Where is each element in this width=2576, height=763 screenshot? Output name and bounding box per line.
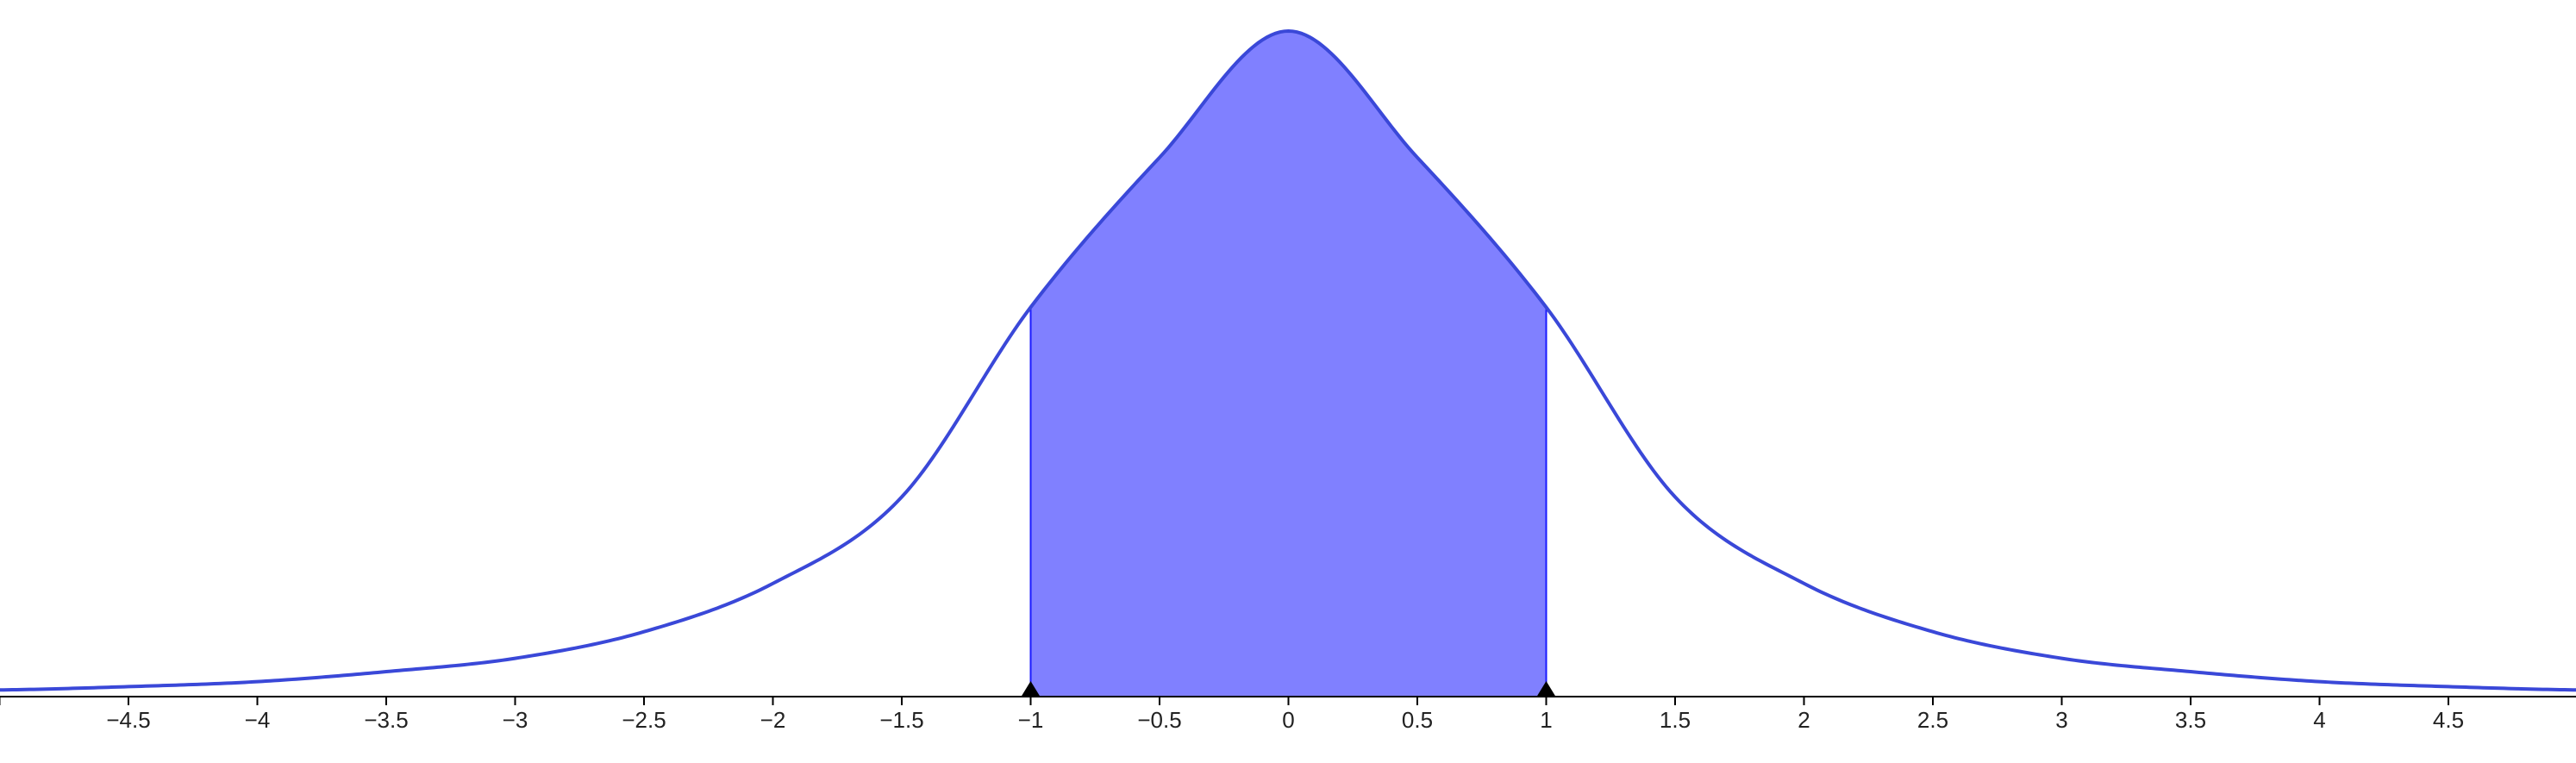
x-tick-label: 0.5 bbox=[1402, 707, 1433, 733]
x-tick-label: −3 bbox=[503, 707, 528, 733]
x-tick-label: 0 bbox=[1282, 707, 1294, 733]
density-curve bbox=[0, 28, 2576, 692]
shaded-region bbox=[1029, 29, 1547, 697]
x-tick-label: 3.5 bbox=[2175, 707, 2206, 733]
x-tick-label: 4.5 bbox=[2433, 707, 2464, 733]
x-tick-label: −1.5 bbox=[879, 707, 923, 733]
x-tick-label: 1.5 bbox=[1660, 707, 1691, 733]
x-tick-label: 1 bbox=[1540, 707, 1552, 733]
x-tick-label: −3.5 bbox=[364, 707, 408, 733]
x-tick-label: −4 bbox=[245, 707, 271, 733]
interval-marker bbox=[1021, 681, 1041, 697]
x-tick-label: −0.5 bbox=[1137, 707, 1181, 733]
x-tick-label: 4 bbox=[2313, 707, 2325, 733]
interval-marker bbox=[1536, 681, 1556, 697]
x-axis-ticks: −4.5 −4 −3.5 −3 −2.5 −2 −1.5 −1 −0.5 0 0.5 1 1.5 2 2.5… bbox=[0, 697, 2464, 733]
x-tick-label: 2.5 bbox=[1917, 707, 1948, 733]
x-tick-label: −4.5 bbox=[106, 707, 150, 733]
x-tick-label: −2 bbox=[760, 707, 786, 733]
interval-markers bbox=[1021, 681, 1556, 697]
x-tick-label: −1 bbox=[1018, 707, 1044, 733]
x-tick-label: 2 bbox=[1798, 707, 1810, 733]
x-tick-label: −2.5 bbox=[622, 707, 666, 733]
x-tick-label: 3 bbox=[2055, 707, 2067, 733]
